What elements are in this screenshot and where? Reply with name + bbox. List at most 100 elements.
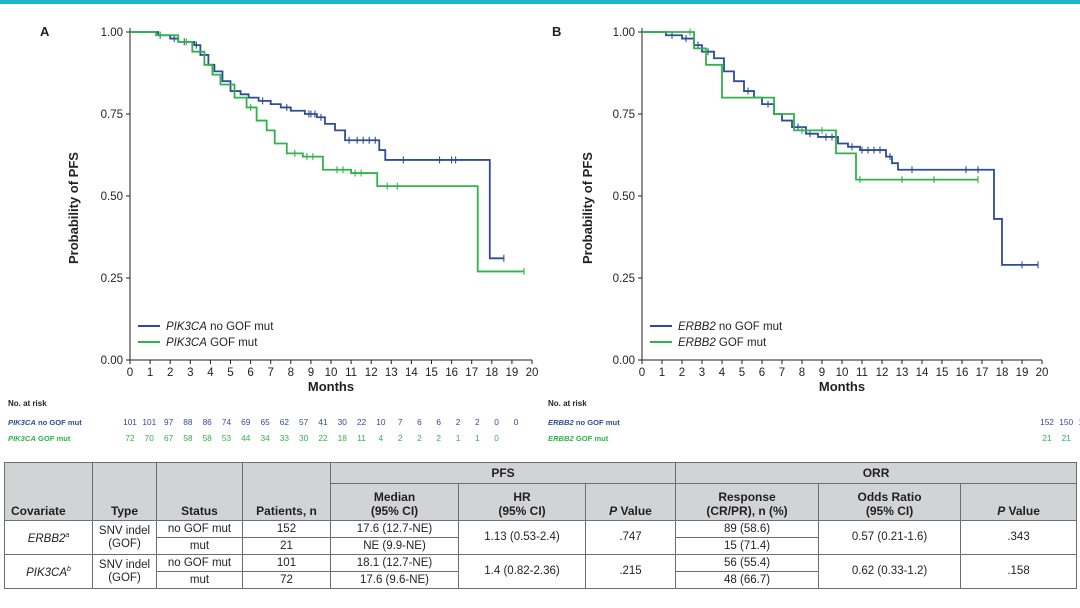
risk-count: 53 bbox=[222, 433, 232, 443]
risk-count: 1 bbox=[456, 433, 461, 443]
risk-count: 101 bbox=[142, 417, 156, 427]
col-covariate: Covariate bbox=[4, 462, 93, 521]
km-curve-erbb2-gof bbox=[642, 31, 978, 181]
risk-count: 6 bbox=[417, 417, 422, 427]
risk-count: 22 bbox=[318, 433, 328, 443]
col-status: Status bbox=[156, 462, 243, 521]
pfs-p-cell: .215 bbox=[584, 554, 677, 589]
col-type: Type bbox=[92, 462, 157, 521]
col-orr-odds: Odds Ratio (95% CI) bbox=[818, 483, 962, 521]
x-tick-label: 19 bbox=[1016, 367, 1029, 379]
risk-count: 30 bbox=[299, 433, 309, 443]
x-axis-label: Months bbox=[308, 379, 354, 394]
odds-cell: 0.62 (0.33-1.2) bbox=[818, 554, 962, 589]
risk-row-label: ERBB2 no GOF mut bbox=[548, 418, 620, 427]
patients-cell: 72 bbox=[242, 571, 331, 589]
x-tick-label: 5 bbox=[739, 367, 745, 379]
table-row: mut 72 17.6 (9.6-NE) 48 (66.7) bbox=[5, 571, 1077, 589]
x-tick-label: 6 bbox=[759, 367, 765, 379]
status-cell: no GOF mut bbox=[156, 554, 243, 572]
x-tick-label: 14 bbox=[405, 367, 418, 379]
risk-table-title: No. at risk bbox=[548, 399, 587, 408]
y-tick-label: 0.75 bbox=[101, 109, 123, 121]
legend-entry: ERBB2 GOF mut bbox=[678, 337, 767, 349]
x-axis-label: Months bbox=[819, 379, 865, 394]
y-tick-label: 0.00 bbox=[101, 355, 123, 367]
x-tick-label: 1 bbox=[659, 367, 665, 379]
y-tick-label: 1.00 bbox=[101, 27, 123, 39]
km-curve-pik3ca-no-gof bbox=[130, 31, 504, 260]
y-tick-label: 0.00 bbox=[613, 355, 635, 367]
orr-p-cell: .343 bbox=[960, 520, 1078, 555]
x-tick-label: 13 bbox=[896, 367, 909, 379]
x-tick-label: 10 bbox=[325, 367, 338, 379]
status-cell: no GOF mut bbox=[156, 520, 243, 538]
risk-count: 22 bbox=[357, 417, 367, 427]
table-row: ERBB2a SNV indel (GOF) no GOF mut 152 17.… bbox=[4, 520, 1078, 555]
col-pfs-hr: HR (95% CI) bbox=[458, 483, 586, 521]
risk-count: 4 bbox=[379, 433, 384, 443]
type-cell: SNV indel (GOF) bbox=[92, 554, 157, 589]
km-panel-a: A0 1 2 3 4 5 6 7 8 9 10 11 12 13 14 15 16 17 18 19 200.000.2… bbox=[8, 24, 538, 443]
risk-count: 67 bbox=[164, 433, 174, 443]
risk-row-label: ERBB2 GOF mut bbox=[548, 434, 609, 443]
risk-count: 88 bbox=[183, 417, 193, 427]
x-tick-label: 8 bbox=[799, 367, 805, 379]
median-cell: 18.1 (12.7-NE) bbox=[330, 554, 459, 572]
col-patients: Patients, n bbox=[242, 462, 331, 521]
x-tick-label: 12 bbox=[876, 367, 889, 379]
km-panel-b: B0 1 2 3 4 5 6 7 8 9 10 11 12 13 14 15 16 17 18 19 200.000.2… bbox=[548, 24, 1080, 443]
col-pfs-median: Median (95% CI) bbox=[330, 483, 459, 521]
x-tick-label: 6 bbox=[247, 367, 253, 379]
median-cell: 17.6 (9.6-NE) bbox=[330, 571, 459, 589]
risk-count: 0 bbox=[494, 433, 499, 443]
x-tick-label: 5 bbox=[227, 367, 233, 379]
panel-label: B bbox=[552, 24, 561, 39]
x-tick-label: 13 bbox=[385, 367, 398, 379]
km-curve-erbb2-no-gof bbox=[642, 31, 1038, 266]
risk-count: 58 bbox=[203, 433, 213, 443]
panel-label: A bbox=[40, 24, 50, 39]
risk-count: 97 bbox=[164, 417, 174, 427]
risk-count: 62 bbox=[280, 417, 290, 427]
x-tick-label: 14 bbox=[916, 367, 929, 379]
risk-count: 150 bbox=[1059, 417, 1073, 427]
risk-count: 30 bbox=[338, 417, 348, 427]
x-tick-label: 15 bbox=[425, 367, 438, 379]
covariate-cell: PIK3CAb bbox=[4, 554, 93, 589]
risk-count: 18 bbox=[338, 433, 348, 443]
hr-cell: 1.4 (0.82-2.36) bbox=[458, 554, 586, 589]
risk-count: 10 bbox=[376, 417, 386, 427]
y-tick-label: 1.00 bbox=[613, 27, 635, 39]
risk-count: 6 bbox=[436, 417, 441, 427]
x-tick-label: 2 bbox=[167, 367, 173, 379]
legend-entry: PIK3CA no GOF mut bbox=[166, 321, 274, 333]
x-tick-label: 18 bbox=[996, 367, 1009, 379]
risk-count: 33 bbox=[280, 433, 290, 443]
risk-count: 1 bbox=[475, 433, 480, 443]
y-axis-label: Probability of PFS bbox=[580, 152, 595, 264]
x-tick-label: 1 bbox=[147, 367, 153, 379]
pfs-p-cell: .747 bbox=[584, 520, 677, 555]
x-tick-label: 16 bbox=[956, 367, 969, 379]
risk-count: 2 bbox=[436, 433, 441, 443]
median-cell: 17.6 (12.7-NE) bbox=[330, 520, 459, 538]
hr-cell: 1.13 (0.53-2.4) bbox=[458, 520, 586, 555]
x-tick-label: 10 bbox=[836, 367, 849, 379]
table-row: mut 21 NE (9.9-NE) 15 (71.4) bbox=[5, 537, 1077, 555]
risk-count: 65 bbox=[260, 417, 270, 427]
risk-count: 58 bbox=[183, 433, 193, 443]
x-tick-label: 20 bbox=[1036, 367, 1049, 379]
risk-count: 0 bbox=[514, 417, 519, 427]
response-cell: 56 (55.4) bbox=[675, 554, 820, 572]
y-tick-label: 0.50 bbox=[613, 191, 635, 203]
risk-count: 41 bbox=[318, 417, 328, 427]
risk-count: 21 bbox=[1042, 433, 1052, 443]
y-axis-label: Probability of PFS bbox=[66, 152, 81, 264]
x-tick-label: 9 bbox=[819, 367, 825, 379]
col-orr-pvalue: P Value bbox=[960, 483, 1078, 521]
covariate-cell: ERBB2a bbox=[4, 520, 93, 555]
x-tick-label: 0 bbox=[127, 367, 133, 379]
patients-cell: 152 bbox=[242, 520, 331, 538]
risk-count: 21 bbox=[1062, 433, 1072, 443]
